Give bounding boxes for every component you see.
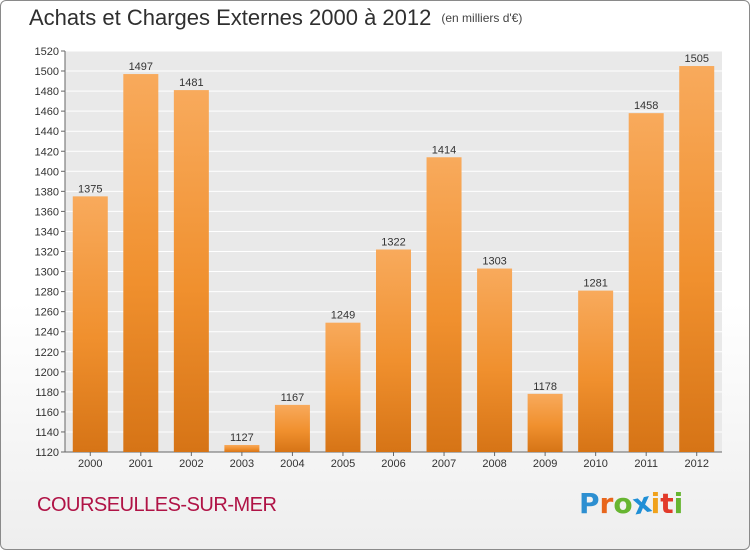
x-tick-label: 2000 xyxy=(78,458,102,470)
bar-value-label: 1303 xyxy=(482,256,506,268)
y-tick-label: 1440 xyxy=(35,126,59,138)
y-tick-label: 1160 xyxy=(35,407,59,419)
y-tick-label: 1200 xyxy=(35,367,59,379)
x-tick-label: 2001 xyxy=(129,458,153,470)
bar-2004 xyxy=(274,404,310,452)
bar-value-label: 1481 xyxy=(179,77,203,89)
proxiti-logo: Proxiti xyxy=(579,485,684,521)
x-tick-label: 2003 xyxy=(230,458,254,470)
logo-letter: i xyxy=(673,487,684,520)
x-tick-label: 2006 xyxy=(381,458,405,470)
bar-2003 xyxy=(224,444,260,452)
x-tick-label: 2009 xyxy=(533,458,557,470)
y-tick-label: 1260 xyxy=(35,307,59,319)
y-tick-label: 1320 xyxy=(35,247,59,259)
y-tick-label: 1360 xyxy=(35,206,59,218)
y-tick-label: 1220 xyxy=(35,347,59,359)
chart-subtitle: (en milliers d'€) xyxy=(441,11,523,25)
chart-title: Achats et Charges Externes 2000 à 2012 (e… xyxy=(29,5,522,31)
bar-2012 xyxy=(679,66,715,452)
bar-2005 xyxy=(325,322,361,452)
bar-value-label: 1375 xyxy=(78,183,102,195)
y-tick-label: 1120 xyxy=(35,447,59,459)
bar-2000 xyxy=(72,196,108,452)
y-tick-label: 1240 xyxy=(35,327,59,339)
y-tick-label: 1420 xyxy=(35,146,59,158)
bar-value-label: 1458 xyxy=(634,100,658,112)
x-tick-label: 2010 xyxy=(583,458,607,470)
bar-2006 xyxy=(376,249,411,452)
bar-2011 xyxy=(628,113,664,452)
y-tick-label: 1300 xyxy=(35,267,59,279)
bar-value-label: 1127 xyxy=(230,432,254,444)
commune-name: COURSEULLES-SUR-MER xyxy=(37,494,277,516)
y-tick-label: 1280 xyxy=(35,287,59,299)
y-tick-label: 1520 xyxy=(35,46,59,58)
logo-letter: P xyxy=(579,487,600,520)
x-tick-label: 2002 xyxy=(179,458,203,470)
bar-value-label: 1505 xyxy=(684,53,708,65)
logo-letter: i xyxy=(650,487,661,520)
x-tick-label: 2011 xyxy=(634,458,658,470)
logo-letter: r xyxy=(599,487,614,520)
bar-value-label: 1322 xyxy=(381,236,405,248)
y-tick-label: 1460 xyxy=(35,106,59,118)
x-tick-label: 2004 xyxy=(280,458,304,470)
chart-title-text: Achats et Charges Externes 2000 à 2012 xyxy=(29,5,432,30)
logo-letter: o xyxy=(613,487,633,520)
bar-value-label: 1414 xyxy=(432,144,456,156)
y-tick-label: 1140 xyxy=(35,427,59,439)
y-tick-label: 1400 xyxy=(35,166,59,178)
x-tick-label: 2008 xyxy=(482,458,506,470)
bar-2008 xyxy=(477,268,513,452)
x-tick-label: 2012 xyxy=(684,458,708,470)
bar-value-label: 1178 xyxy=(533,381,557,393)
logo-letter: t xyxy=(660,487,674,520)
bar-2002 xyxy=(173,90,209,452)
y-tick-label: 1180 xyxy=(35,387,59,399)
y-tick-label: 1380 xyxy=(35,186,59,198)
bar-2001 xyxy=(123,74,159,453)
bar-value-label: 1497 xyxy=(129,61,153,73)
bar-value-label: 1281 xyxy=(583,278,607,290)
x-tick-label: 2005 xyxy=(331,458,355,470)
y-tick-label: 1500 xyxy=(35,66,59,78)
bar-value-label: 1249 xyxy=(331,310,355,322)
bar-2010 xyxy=(578,290,614,452)
y-tick-label: 1340 xyxy=(35,226,59,238)
bar-2007 xyxy=(426,157,462,452)
x-tick-label: 2007 xyxy=(432,458,456,470)
bar-2009 xyxy=(527,393,563,452)
y-tick-label: 1480 xyxy=(35,86,59,98)
bar-value-label: 1167 xyxy=(281,392,305,404)
